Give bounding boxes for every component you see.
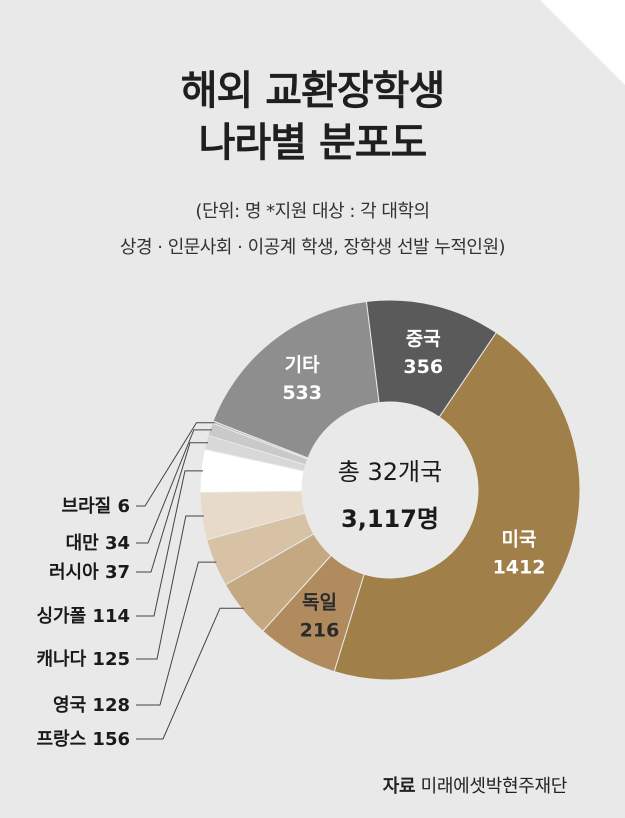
donut-slice-10 — [365, 299, 497, 418]
leader-line-6 — [136, 442, 209, 573]
slice-value-0: 1412 — [493, 557, 546, 579]
outside-label-7: 대만 34 — [66, 533, 130, 554]
slice-label-10: 중국 — [406, 328, 441, 350]
leader-line-4 — [136, 515, 204, 660]
leader-line-2 — [136, 607, 244, 740]
slice-value-10: 356 — [403, 356, 443, 378]
donut-slice-0 — [333, 331, 581, 681]
donut-slice-9 — [212, 300, 380, 459]
chart-title-line1: 해외 교환장학생 — [180, 68, 446, 114]
leader-line-7 — [136, 429, 212, 544]
corner-fold — [540, 0, 625, 85]
center-total-countries: 총 32개국 — [338, 458, 442, 486]
outside-label-4: 캐나다 125 — [36, 649, 130, 670]
subtitle-line2: 상경 · 인문사회 · 이공계 학생, 장학생 선발 누적인원) — [119, 237, 506, 258]
outside-label-2: 프랑스 156 — [36, 729, 130, 750]
slice-label-9: 기타 — [285, 354, 320, 376]
slice-value-9: 533 — [282, 382, 322, 404]
slice-label-1: 독일 — [302, 591, 337, 613]
chart-title-line2: 나라별 분포도 — [198, 120, 428, 166]
center-total-people: 3,117명 — [341, 505, 439, 533]
source-label: 자료 — [382, 776, 416, 797]
leader-line-3 — [136, 561, 217, 706]
subtitle-line1: (단위: 명 *지원 대상 : 각 대학의 — [195, 201, 430, 222]
slice-value-1: 216 — [300, 619, 340, 641]
outside-label-5: 싱가폴 114 — [36, 606, 130, 627]
leader-line-5 — [136, 470, 203, 617]
slice-label-0: 미국 — [502, 529, 537, 551]
outside-label-6: 러시아 37 — [49, 562, 130, 583]
source-credit: 자료 미래에셋박현주재단 — [382, 772, 568, 798]
leader-line-8 — [136, 422, 215, 507]
outside-label-8: 브라질 6 — [62, 496, 130, 517]
source-name: 미래에셋박현주재단 — [420, 776, 568, 797]
outside-label-3: 영국 128 — [53, 695, 130, 716]
